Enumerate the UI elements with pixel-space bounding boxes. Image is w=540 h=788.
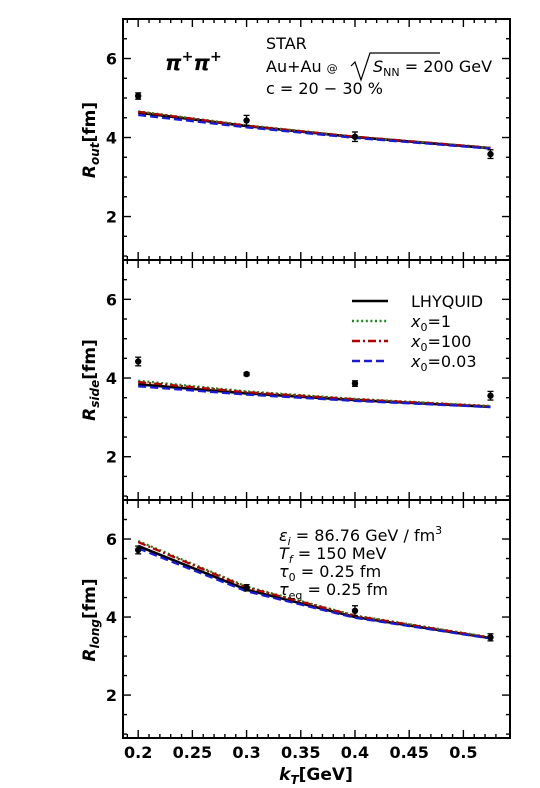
- data-point-panel-top: [487, 149, 494, 160]
- data-marker: [487, 150, 494, 158]
- y-tick-label: 6: [106, 530, 117, 549]
- parameter-block: εi = 86.76 GeV / fm3 Tf = 150 MeV τ0 = 0…: [279, 524, 442, 602]
- centrality-label: c = 20 − 30 %: [266, 79, 383, 98]
- x-tick-labels: 0.2 0.25 0.3 0.35 0.4 0.45 0.5: [124, 743, 478, 762]
- y-tick-label: 2: [106, 448, 117, 467]
- data-marker: [351, 380, 359, 387]
- series-lines: [137, 110, 491, 640]
- data-point-panel-top: [243, 114, 250, 127]
- x-tick-label: 0.35: [281, 743, 320, 762]
- y-tick-label: 4: [106, 608, 117, 627]
- data-marker: [351, 133, 359, 140]
- data-point-panel-bottom: [487, 633, 494, 642]
- data-marker: [243, 117, 250, 124]
- data-marker: [351, 607, 359, 615]
- legend-label-x0-1: x0=1: [410, 312, 451, 334]
- x-tick-label: 0.5: [449, 743, 477, 762]
- xlabel: kT[GeV]: [279, 765, 353, 787]
- y-tick-labels: 2 4 6 2 4 6 2 4 6: [106, 50, 117, 706]
- data-point-panel-middle: [351, 380, 359, 387]
- svg-text:SNN = 200 GeV: SNN = 200 GeV: [373, 57, 492, 79]
- series-line-x0-003-panel-middle: [138, 385, 491, 409]
- data-marker: [243, 370, 250, 378]
- data-point-panel-bottom: [243, 584, 250, 592]
- data-point-panel-top: [134, 92, 142, 100]
- series-line-lhyquid-panel-bottom: [137, 544, 491, 640]
- panel-bottom-frame: [122, 499, 511, 739]
- data-marker: [487, 392, 494, 399]
- svg-text:Au+Au @: Au+Au @: [266, 57, 338, 76]
- x-tick-label: 0.2: [124, 743, 152, 762]
- system-label: Au+Au @ SNN = 200 GeV: [266, 52, 492, 82]
- particle-label: π+π+: [165, 49, 222, 75]
- y-tick-label: 2: [106, 686, 117, 705]
- x-tick-label: 0.25: [173, 743, 212, 762]
- data-marker: [243, 584, 250, 591]
- legend-label-lhyquid: LHYQUID: [411, 292, 483, 311]
- param-tau0: τ0 = 0.25 fm: [279, 562, 381, 584]
- data-point-panel-bottom: [351, 605, 359, 617]
- data-point-panel-middle: [134, 356, 142, 367]
- y-tick-label: 4: [106, 129, 117, 148]
- data-marker: [134, 358, 142, 365]
- y-tick-label: 6: [106, 290, 117, 309]
- series-line-x0-100-panel-middle: [138, 380, 491, 408]
- y-tick-label: 2: [106, 208, 117, 227]
- param-taueq: τeq = 0.25 fm: [279, 580, 388, 602]
- ylabel-bottom: Rlong[fm]: [80, 578, 102, 661]
- ylabel-top: Rout[fm]: [80, 102, 102, 178]
- data-marker: [134, 92, 142, 100]
- data-marker: [487, 634, 494, 641]
- experiment-label: STAR: [266, 34, 307, 53]
- series-line-x0-1-panel-middle: [138, 379, 491, 408]
- legend-label-x0-003: x0=0.03: [410, 352, 477, 374]
- series-line-x0-003-panel-bottom: [137, 547, 491, 640]
- param-tf: Tf = 150 MeV: [279, 544, 387, 566]
- series-line-x0-003-panel-top: [138, 113, 491, 150]
- param-epsilon: εi = 86.76 GeV / fm3: [279, 524, 442, 548]
- series-line-x0-1-panel-top: [138, 110, 491, 149]
- data-marker: [134, 546, 142, 554]
- data-points: [134, 92, 494, 642]
- tick-marks: [123, 19, 510, 738]
- series-line-x0-100-panel-top: [138, 110, 491, 149]
- data-point-panel-top: [351, 131, 359, 143]
- x-tick-label: 0.45: [389, 743, 428, 762]
- ylabel-middle: Rside[fm]: [80, 339, 102, 421]
- y-tick-label: 6: [106, 50, 117, 69]
- x-tick-label: 0.4: [341, 743, 369, 762]
- y-tick-label: 4: [106, 369, 117, 388]
- data-point-panel-middle: [243, 370, 250, 378]
- x-tick-label: 0.3: [232, 743, 260, 762]
- legend: LHYQUID x0=1 x0=100 x0=0.03: [352, 292, 483, 374]
- data-point-panel-middle: [487, 390, 494, 401]
- legend-label-x0-100: x0=100: [410, 332, 471, 354]
- data-point-panel-bottom: [134, 545, 142, 555]
